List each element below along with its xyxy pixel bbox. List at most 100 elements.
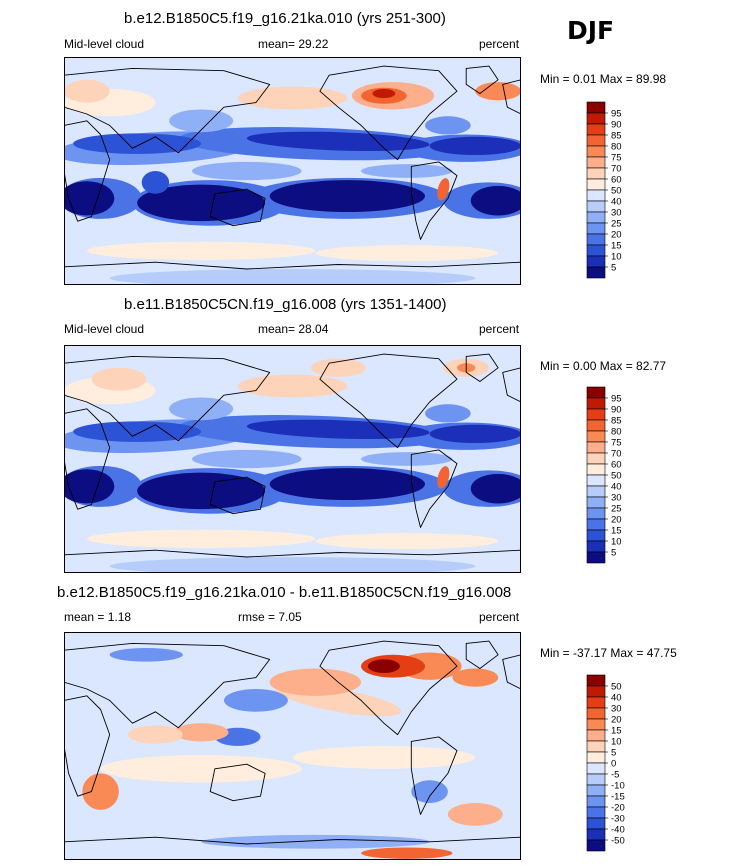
panel-3-minmax: Min = -37.17 Max = 47.75 [540, 646, 677, 660]
colorbar-tick-label: 25 [611, 504, 622, 515]
contour-fill [437, 178, 450, 201]
contour-fill [173, 723, 229, 742]
coastline [209, 476, 266, 515]
contour-fill [237, 86, 348, 110]
contour-fill [246, 419, 430, 440]
colorbar-swatch [586, 839, 606, 852]
colorbar-tick-label: 70 [611, 164, 622, 175]
coastline [502, 367, 521, 403]
colorbar-swatch [586, 178, 606, 191]
colorbar-swatch [586, 685, 606, 698]
panel-2-title: b.e11.B1850C5CN.f19_g16.008 (yrs 1351-14… [124, 296, 447, 313]
colorbar-tick-label: 60 [611, 460, 622, 471]
coastline [410, 449, 458, 528]
colorbar-swatch [586, 751, 606, 764]
colorbar-swatch [586, 255, 606, 268]
colorbar-swatch [586, 773, 606, 786]
map-frame [64, 632, 521, 860]
colorbar-swatch [586, 386, 606, 399]
colorbar-swatch [586, 507, 606, 520]
panel-2-map [64, 345, 521, 573]
coastline [64, 261, 521, 285]
colorbar-swatch [586, 266, 606, 279]
contour-fill [91, 367, 147, 391]
contour-fill [237, 374, 348, 398]
colorbar-tick-label: 10 [611, 737, 622, 748]
contour-fill [191, 161, 302, 181]
contour-fill [475, 82, 521, 101]
contour-fill [470, 473, 521, 504]
contour-fill [201, 834, 430, 849]
panel-1-title: b.e12.B1850C5.f19_g16.21ka.010 (yrs 251-… [124, 10, 446, 27]
contour-fill [191, 449, 302, 469]
contour-fill [64, 79, 110, 103]
colorbar-tick-label: 5 [611, 748, 616, 759]
coastline [465, 640, 499, 669]
colorbar-swatch [586, 707, 606, 720]
contour-fill [246, 131, 430, 152]
coastline [502, 654, 521, 690]
colorbar-swatch [586, 696, 606, 709]
colorbar-swatch [586, 762, 606, 775]
contour-fill [372, 88, 396, 99]
colorbar-tick-label: 40 [611, 693, 622, 704]
coastline [319, 353, 458, 449]
panel-2-minmax: Min = 0.00 Max = 82.77 [540, 359, 667, 373]
coastline [410, 736, 458, 815]
contour-fill [109, 269, 476, 285]
contour-fill [73, 133, 202, 154]
colorbar-tick-label: 15 [611, 241, 622, 252]
contour-fill [64, 469, 115, 504]
colorbar-tick-label: 95 [611, 394, 622, 405]
panel-2-variable-label: Mid-level cloud [64, 322, 145, 336]
contour-fill [470, 185, 521, 216]
colorbar-swatch [586, 452, 606, 465]
contour-fill [315, 533, 499, 550]
map-frame [64, 57, 521, 285]
colorbar-tick-label: 75 [611, 153, 622, 164]
colorbar-swatch [586, 134, 606, 147]
coastline [410, 161, 458, 240]
colorbar-swatch [586, 674, 606, 687]
colorbar-swatch [586, 222, 606, 235]
coastline [209, 188, 266, 227]
contour-fill [361, 164, 453, 178]
contour-fill [429, 136, 521, 156]
season-label: DJF [567, 16, 615, 45]
coastline [465, 353, 499, 382]
contour-fill [367, 659, 400, 674]
colorbar-swatch [586, 233, 606, 246]
colorbar-tick-label: 20 [611, 515, 622, 526]
colorbar-tick-label: 25 [611, 219, 622, 230]
colorbar-tick-label: 40 [611, 197, 622, 208]
contour-fill [292, 746, 476, 769]
colorbar-swatch [586, 419, 606, 432]
panel-3-title: b.e12.B1850C5.f19_g16.21ka.010 - b.e11.B… [57, 584, 512, 601]
colorbar-swatch [586, 145, 606, 158]
colorbar-tick-label: 75 [611, 438, 622, 449]
colorbar-tick-label: -20 [611, 803, 625, 814]
contour-fill [141, 171, 170, 194]
colorbar-tick-label: -15 [611, 792, 625, 803]
coastline [465, 65, 499, 94]
colorbar-tick-label: 5 [611, 548, 616, 559]
colorbar-swatch [586, 474, 606, 487]
contour-fill [73, 421, 202, 442]
colorbar-tick-label: 0 [611, 759, 616, 770]
colorbar-tick-label: -5 [611, 770, 619, 781]
colorbar-swatch [586, 828, 606, 841]
contour-fill [82, 773, 119, 810]
contour-fill [447, 803, 503, 826]
contour-fill [411, 780, 448, 803]
contour-fill [109, 557, 476, 573]
panel-3-rmse-label: rmse = 7.05 [238, 610, 302, 624]
colorbar-tick-label: 20 [611, 715, 622, 726]
colorbar-swatch [586, 244, 606, 257]
colorbar-swatch [586, 817, 606, 830]
contour-fill [137, 472, 266, 510]
contour-fill [425, 404, 471, 423]
coastline [64, 120, 111, 222]
colorbar-tick-label: -50 [611, 836, 625, 847]
coastline [64, 549, 521, 573]
coastline [64, 836, 521, 860]
